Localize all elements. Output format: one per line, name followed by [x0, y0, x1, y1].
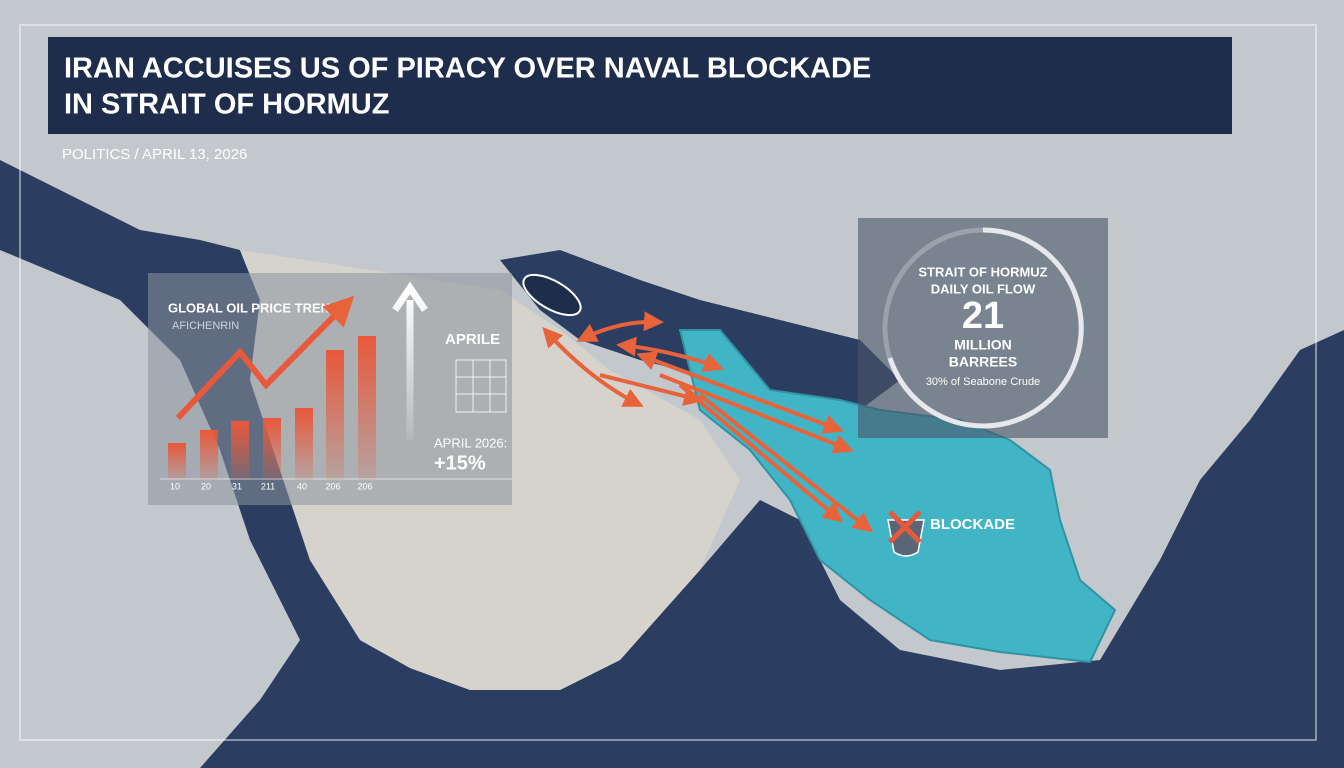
- flow-value: 21: [962, 295, 1004, 337]
- blockade-marker: BLOCKADE: [887, 510, 1015, 557]
- panel-subtitle: AFICHENRIN: [172, 320, 239, 332]
- x-label: 206: [325, 481, 340, 491]
- flow-unit-1: MILLION: [954, 337, 1012, 353]
- x-label: 211: [261, 481, 275, 491]
- frame: [19, 24, 1317, 741]
- side-label: APRILE: [445, 331, 500, 348]
- blockade-label: BLOCKADE: [930, 516, 1015, 533]
- flow-title-1: STRAIT OF HORMUZ: [918, 264, 1047, 279]
- title-line-1: IRAN ACCUISES US OF PIRACY OVER NAVAL BL…: [64, 53, 871, 85]
- change-value: +15%: [434, 452, 486, 474]
- flow-unit-2: BARREES: [949, 354, 1017, 370]
- trend-arrow: [175, 295, 355, 421]
- panel-title: GLOBAL OIL PRICE TREND: [168, 300, 339, 315]
- title-line-2: IN STRAIT OF HORMUZ: [64, 89, 389, 121]
- price-bars: [168, 336, 376, 480]
- x-label: 31: [232, 481, 242, 491]
- flow-note: 30% of Seabone Crude: [926, 376, 1040, 388]
- change-label: APRIL 2026:: [434, 435, 507, 450]
- x-label: 20: [201, 481, 211, 491]
- oil-price-panel: GLOBAL OIL PRICE TREND AFICHENRIN 10 20 …: [148, 273, 512, 505]
- x-label: 40: [297, 481, 307, 491]
- sea: [0, 160, 1344, 768]
- flow-title-2: DAILY OIL FLOW: [931, 281, 1036, 296]
- x-labels: 10 20 31 211 40 206 206: [170, 481, 373, 491]
- title-banner: [48, 37, 1232, 134]
- x-label: 206: [357, 481, 372, 491]
- flow-arrows: [542, 311, 874, 533]
- up-arrow: [392, 281, 428, 440]
- mini-grid: [455, 359, 507, 413]
- tanker: [522, 273, 582, 317]
- ring: [887, 227, 1084, 429]
- dateline: POLITICS / APRIL 13, 2026: [62, 146, 247, 163]
- oil-flow-panel: STRAIT OF HORMUZ DAILY OIL FLOW 21 MILLI…: [858, 218, 1108, 438]
- africa: [0, 250, 300, 768]
- x-label: 10: [170, 481, 180, 491]
- panel-bg: [858, 218, 1108, 438]
